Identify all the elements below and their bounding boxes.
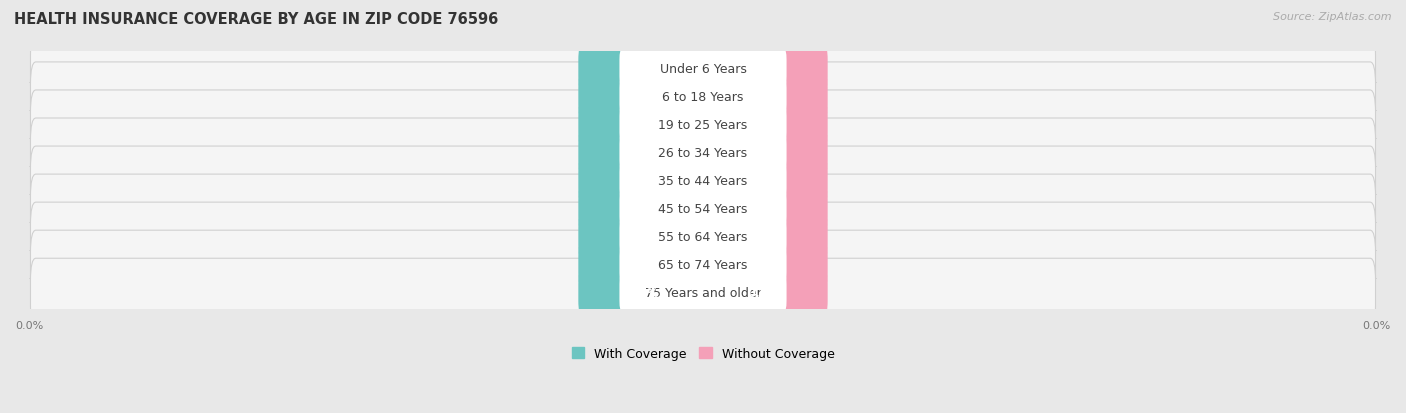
FancyBboxPatch shape — [620, 105, 786, 145]
Text: 0.0%: 0.0% — [748, 90, 780, 103]
Text: 0.0%: 0.0% — [748, 230, 780, 243]
Text: 0.0%: 0.0% — [626, 174, 658, 188]
Text: 0.0%: 0.0% — [748, 146, 780, 159]
FancyBboxPatch shape — [700, 242, 828, 287]
FancyBboxPatch shape — [620, 161, 786, 200]
Text: 0.0%: 0.0% — [626, 230, 658, 243]
FancyBboxPatch shape — [620, 245, 786, 284]
FancyBboxPatch shape — [700, 131, 828, 175]
FancyBboxPatch shape — [31, 35, 1375, 103]
FancyBboxPatch shape — [620, 273, 786, 312]
FancyBboxPatch shape — [578, 159, 706, 203]
Text: 0.0%: 0.0% — [626, 202, 658, 215]
Text: HEALTH INSURANCE COVERAGE BY AGE IN ZIP CODE 76596: HEALTH INSURANCE COVERAGE BY AGE IN ZIP … — [14, 12, 498, 27]
Text: 0.0%: 0.0% — [626, 146, 658, 159]
FancyBboxPatch shape — [700, 102, 828, 147]
FancyBboxPatch shape — [31, 175, 1375, 243]
Legend: With Coverage, Without Coverage: With Coverage, Without Coverage — [572, 347, 834, 360]
FancyBboxPatch shape — [620, 133, 786, 173]
FancyBboxPatch shape — [31, 91, 1375, 159]
FancyBboxPatch shape — [700, 271, 828, 315]
FancyBboxPatch shape — [620, 77, 786, 116]
FancyBboxPatch shape — [700, 214, 828, 259]
FancyBboxPatch shape — [700, 74, 828, 119]
Text: 0.0%: 0.0% — [626, 286, 658, 299]
Text: 0.0%: 0.0% — [626, 119, 658, 131]
Text: 0.0%: 0.0% — [748, 174, 780, 188]
FancyBboxPatch shape — [578, 47, 706, 91]
Text: 26 to 34 Years: 26 to 34 Years — [658, 146, 748, 159]
FancyBboxPatch shape — [578, 186, 706, 231]
FancyBboxPatch shape — [31, 119, 1375, 187]
FancyBboxPatch shape — [31, 230, 1375, 299]
FancyBboxPatch shape — [700, 47, 828, 91]
Text: 75 Years and older: 75 Years and older — [644, 286, 762, 299]
Text: 6 to 18 Years: 6 to 18 Years — [662, 90, 744, 103]
Text: 0.0%: 0.0% — [626, 90, 658, 103]
Text: 0.0%: 0.0% — [748, 202, 780, 215]
FancyBboxPatch shape — [620, 189, 786, 228]
Text: 19 to 25 Years: 19 to 25 Years — [658, 119, 748, 131]
FancyBboxPatch shape — [700, 186, 828, 231]
FancyBboxPatch shape — [620, 49, 786, 88]
Text: 55 to 64 Years: 55 to 64 Years — [658, 230, 748, 243]
Text: 45 to 54 Years: 45 to 54 Years — [658, 202, 748, 215]
Text: 0.0%: 0.0% — [748, 286, 780, 299]
Text: 65 to 74 Years: 65 to 74 Years — [658, 258, 748, 271]
FancyBboxPatch shape — [578, 242, 706, 287]
Text: Source: ZipAtlas.com: Source: ZipAtlas.com — [1274, 12, 1392, 22]
FancyBboxPatch shape — [578, 102, 706, 147]
FancyBboxPatch shape — [578, 271, 706, 315]
Text: 0.0%: 0.0% — [626, 258, 658, 271]
Text: 35 to 44 Years: 35 to 44 Years — [658, 174, 748, 188]
Text: 0.0%: 0.0% — [748, 119, 780, 131]
FancyBboxPatch shape — [578, 131, 706, 175]
FancyBboxPatch shape — [31, 147, 1375, 215]
FancyBboxPatch shape — [700, 159, 828, 203]
FancyBboxPatch shape — [578, 214, 706, 259]
Text: 0.0%: 0.0% — [748, 258, 780, 271]
FancyBboxPatch shape — [620, 217, 786, 256]
FancyBboxPatch shape — [31, 203, 1375, 271]
Text: 0.0%: 0.0% — [626, 62, 658, 76]
FancyBboxPatch shape — [31, 63, 1375, 131]
FancyBboxPatch shape — [31, 259, 1375, 327]
Text: Under 6 Years: Under 6 Years — [659, 62, 747, 76]
FancyBboxPatch shape — [578, 74, 706, 119]
Text: 0.0%: 0.0% — [748, 62, 780, 76]
